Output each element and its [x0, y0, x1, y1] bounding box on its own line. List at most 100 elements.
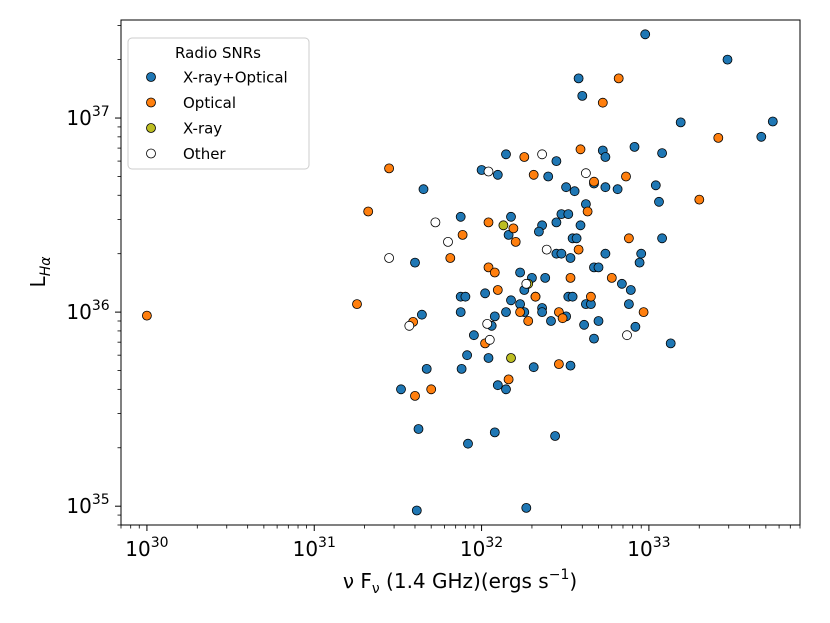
- point-other-10: [484, 334, 495, 345]
- point-x-ray-optical-7: [629, 141, 640, 152]
- legend-label: Optical: [183, 94, 236, 112]
- x-tick-label: 1030: [125, 535, 168, 561]
- point-optical-20: [483, 262, 494, 273]
- y-axis: 1035 1036 1037: [66, 25, 121, 526]
- point-x-ray-optical-31: [575, 220, 586, 231]
- point-x-ray-optical-66: [537, 307, 547, 318]
- point-x-ray-optical-59: [567, 291, 578, 302]
- point-optical-27: [586, 291, 596, 302]
- legend-marker-optical: [146, 97, 156, 108]
- point-x-ray-optical-6: [756, 131, 767, 142]
- point-optical-18: [573, 244, 584, 255]
- point-optical-19: [445, 253, 456, 263]
- x-tick-label: 1031: [293, 535, 336, 561]
- point-x-ray-optical-24: [654, 196, 664, 207]
- point-x-ray-optical-28: [563, 209, 574, 220]
- point-optical-38: [410, 390, 420, 401]
- legend-box: [127, 37, 310, 170]
- legend: Radio SNRs X-ray+Optical Optical X-ray Othe…: [127, 37, 310, 170]
- point-optical-0: [141, 310, 152, 321]
- point-optical-17: [510, 236, 521, 247]
- legend-label: X-ray: [183, 120, 222, 138]
- point-x-ray-optical-15: [543, 171, 554, 182]
- point-x-ray-optical-78: [665, 338, 676, 349]
- point-x-ray-optical-18: [612, 184, 623, 195]
- point-x-ray-optical-84: [421, 363, 432, 374]
- point-x-ray-optical-1: [722, 54, 733, 65]
- point-x-ray-optical-47: [540, 272, 551, 283]
- point-x-ray-optical-48: [617, 278, 627, 289]
- legend-label: Other: [183, 145, 226, 163]
- point-optical-7: [575, 144, 586, 155]
- point-x-ray-optical-83: [565, 360, 576, 371]
- point-optical-36: [503, 374, 514, 385]
- point-other-9: [482, 318, 493, 329]
- point-optical-21: [489, 267, 500, 278]
- point-x-ray-optical-9: [501, 149, 511, 160]
- y-tick-label: 1036: [66, 298, 109, 324]
- point-x-ray-optical-12: [551, 156, 562, 167]
- point-optical-6: [713, 132, 724, 143]
- point-x-ray-optical-55: [480, 288, 491, 299]
- legend-marker-other: [146, 148, 156, 159]
- point-optical-31: [523, 316, 534, 326]
- point-x-ray-optical-0: [640, 29, 651, 40]
- point-x-ray-optical-19: [650, 180, 661, 191]
- x-axis: 1030 1031 1032 1033: [120, 525, 801, 561]
- point-other-1: [581, 168, 591, 179]
- point-x-ray-optical-81: [483, 353, 494, 363]
- y-tick-label: 1037: [66, 104, 109, 130]
- point-x-ray-optical-35: [571, 233, 582, 244]
- point-optical-13: [582, 206, 593, 217]
- point-x-ray-optical-32: [503, 229, 514, 240]
- point-optical-10: [589, 176, 599, 187]
- point-x-ray-optical-30: [551, 217, 562, 228]
- point-other-7: [521, 278, 532, 289]
- point-x-ray-optical-40: [636, 248, 647, 259]
- point-other-11: [622, 330, 632, 341]
- legend-entries: X-ray+Optical Optical X-ray Other: [146, 69, 288, 163]
- y-tick-label: 1035: [66, 492, 109, 518]
- point-x-ray-optical-21: [561, 182, 571, 193]
- point-x-ray-optical-26: [506, 211, 516, 222]
- point-x-ray-optical-80: [456, 363, 467, 374]
- point-x-ray-optical-33: [534, 226, 544, 237]
- point-optical-9: [528, 169, 539, 180]
- point-other-5: [541, 244, 552, 255]
- x-tick-label: 1033: [627, 535, 670, 561]
- y-axis-label: LHα: [26, 256, 54, 288]
- point-x-ray-optical-77: [589, 333, 599, 344]
- point-x-ray-optical-90: [489, 427, 500, 438]
- point-x-ray-optical-74: [630, 321, 641, 332]
- point-x-ray-optical-8: [657, 148, 667, 159]
- point-x-ray-optical-86: [501, 384, 511, 395]
- point-optical-26: [624, 233, 634, 244]
- point-x-ray-optical-72: [501, 307, 511, 318]
- point-x-ray-optical-79: [462, 350, 473, 361]
- point-optical-11: [621, 171, 631, 182]
- point-x-ray-optical-64: [489, 311, 500, 322]
- point-x-ray-optical-14: [492, 169, 503, 180]
- legend-label: X-ray+Optical: [183, 69, 288, 87]
- x-tick-label: 1032: [460, 535, 503, 561]
- point-x-ray-optical-39: [600, 248, 611, 259]
- point-x-ray-optical-75: [468, 330, 479, 341]
- point-x-ray-0: [498, 220, 509, 231]
- point-optical-24: [565, 272, 576, 283]
- point-x-ray-optical-88: [413, 424, 424, 434]
- point-x-ray-optical-56: [506, 295, 516, 306]
- point-optical-5: [597, 97, 608, 108]
- point-x-ray-optical-41: [565, 253, 576, 263]
- x-axis-label: ν Fν (1.4 GHz)(ergs s−1): [343, 567, 577, 597]
- point-x-ray-optical-2: [573, 73, 584, 84]
- point-optical-4: [613, 73, 624, 84]
- points-layer: [141, 29, 778, 516]
- point-optical-37: [426, 384, 437, 395]
- point-x-ray-optical-44: [634, 257, 645, 268]
- point-optical-22: [492, 285, 503, 295]
- point-optical-23: [530, 291, 541, 302]
- point-x-ray-optical-71: [416, 309, 427, 320]
- point-optical-28: [515, 307, 525, 318]
- point-x-ray-optical-25: [455, 211, 466, 222]
- point-x-ray-optical-45: [515, 267, 525, 278]
